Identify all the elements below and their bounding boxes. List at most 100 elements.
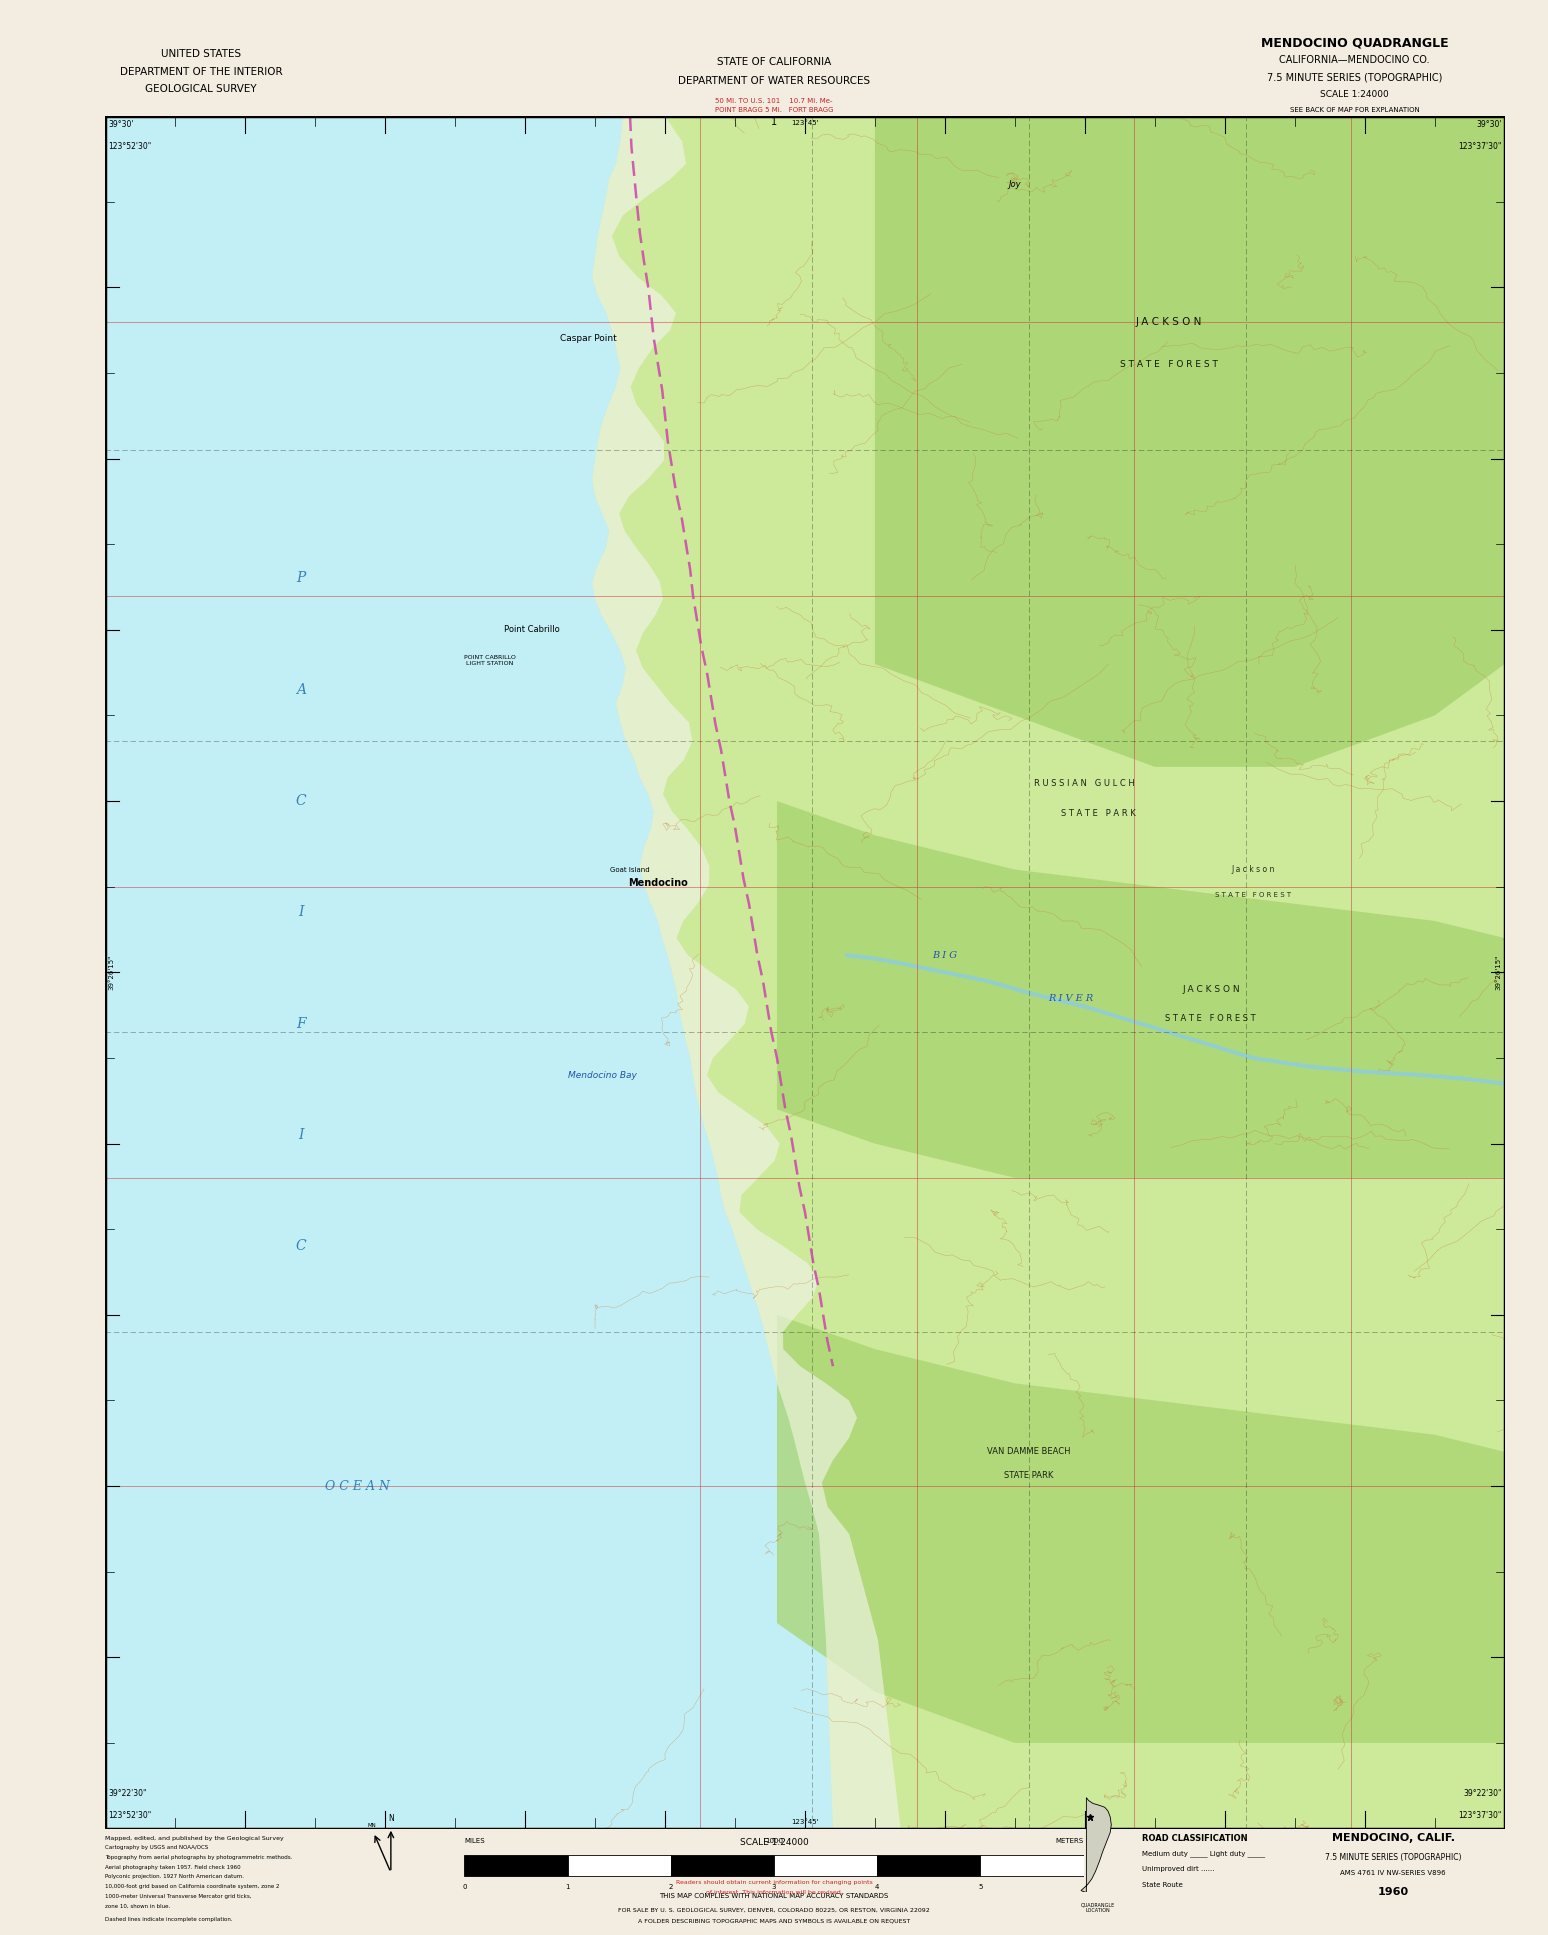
Point	[520, 673, 545, 704]
Point	[167, 1126, 192, 1157]
Point	[217, 1393, 241, 1424]
Point	[385, 346, 410, 377]
Text: A: A	[296, 683, 307, 697]
Point	[385, 490, 410, 521]
Point	[285, 1496, 310, 1527]
Point	[452, 983, 477, 1014]
Point	[251, 1188, 276, 1219]
Point	[402, 1722, 427, 1753]
Point	[670, 1353, 695, 1384]
Point	[721, 1291, 746, 1322]
Point	[251, 695, 276, 726]
Point	[201, 182, 226, 213]
Point	[268, 757, 293, 788]
Point	[738, 1331, 763, 1362]
Point	[452, 673, 477, 704]
Point	[520, 1414, 545, 1445]
Point	[402, 1331, 427, 1362]
Point	[435, 468, 460, 499]
Point	[385, 880, 410, 911]
Point	[319, 859, 344, 890]
Point	[101, 695, 125, 726]
Point	[368, 1701, 393, 1732]
Point	[621, 1167, 646, 1198]
Point	[351, 735, 376, 766]
Point	[351, 468, 376, 499]
Point	[150, 161, 175, 192]
Point	[319, 263, 344, 294]
Point	[285, 695, 310, 726]
Polygon shape	[777, 801, 1505, 1178]
Point	[520, 346, 545, 377]
Point	[435, 366, 460, 397]
Point	[420, 1105, 444, 1136]
Point	[285, 819, 310, 849]
Point	[469, 1805, 494, 1836]
Point	[201, 1269, 226, 1300]
Point	[788, 1579, 813, 1610]
Point	[150, 921, 175, 952]
Point	[638, 942, 663, 973]
Point	[385, 1353, 410, 1384]
Point	[234, 1682, 259, 1712]
Point	[133, 819, 158, 849]
Point	[570, 1188, 594, 1219]
Point	[116, 983, 141, 1014]
Point	[184, 1743, 209, 1774]
Point	[755, 1414, 780, 1445]
Point	[234, 346, 259, 377]
Point	[587, 1722, 611, 1753]
Point	[302, 633, 327, 664]
Point	[268, 673, 293, 704]
Point	[334, 366, 359, 397]
Point	[604, 838, 628, 869]
Point	[670, 1538, 695, 1569]
Point	[452, 1086, 477, 1116]
Point	[184, 735, 209, 766]
Point	[503, 1188, 528, 1219]
Point	[351, 592, 376, 623]
Point	[101, 571, 125, 602]
Point	[537, 778, 562, 809]
Point	[285, 428, 310, 459]
Point	[435, 880, 460, 911]
Point	[520, 120, 545, 151]
Point	[150, 716, 175, 747]
Point	[587, 1126, 611, 1157]
Point	[503, 530, 528, 561]
Point	[167, 1784, 192, 1815]
Point	[670, 1434, 695, 1465]
Point	[435, 778, 460, 809]
Point	[721, 1312, 746, 1343]
Point	[570, 1722, 594, 1753]
Point	[116, 654, 141, 685]
Point	[687, 1579, 712, 1610]
Point	[503, 1374, 528, 1405]
Point	[319, 1002, 344, 1033]
Point	[452, 1641, 477, 1672]
Point	[805, 1701, 830, 1732]
Point	[150, 1784, 175, 1815]
Point	[621, 1641, 646, 1672]
Point	[537, 942, 562, 973]
Point	[101, 1374, 125, 1405]
Point	[234, 1045, 259, 1076]
Point	[587, 387, 611, 418]
Point	[268, 1701, 293, 1732]
Point	[570, 511, 594, 542]
Text: CALIFORNIA—MENDOCINO CO.: CALIFORNIA—MENDOCINO CO.	[1279, 54, 1430, 66]
Point	[486, 1722, 511, 1753]
Point	[587, 1455, 611, 1486]
Point	[351, 921, 376, 952]
Point	[150, 201, 175, 232]
Point	[385, 1229, 410, 1260]
Text: Unimproved dirt ......: Unimproved dirt ......	[1142, 1865, 1215, 1873]
Point	[285, 530, 310, 561]
Point	[486, 1784, 511, 1815]
Point	[402, 1002, 427, 1033]
Point	[486, 716, 511, 747]
Point	[285, 942, 310, 973]
Point	[285, 1312, 310, 1343]
Point	[368, 1538, 393, 1569]
Point	[351, 346, 376, 377]
